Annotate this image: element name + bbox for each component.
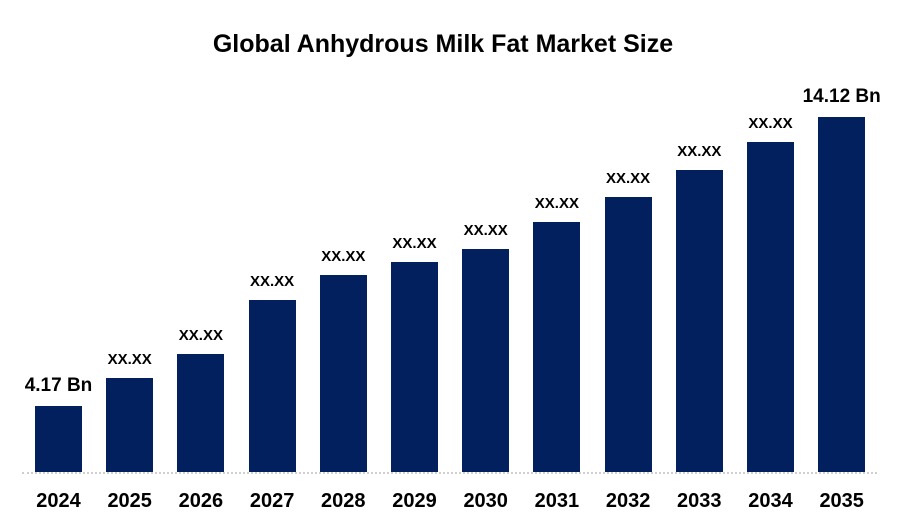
x-tick-2033: 2033 [677,490,722,512]
x-axis-line [22,472,877,474]
x-tick-2027: 2027 [249,490,295,512]
bar-2025 [106,378,154,472]
bar-2024 [35,406,82,472]
x-tick-2031: 2031 [534,490,580,512]
bar-group-2024: 4.17 Bn [25,375,92,472]
x-tick-2024: 2024 [36,490,81,512]
bar-group-2028: XX.XX [319,248,367,472]
bar-group-2026: XX.XX [177,327,225,472]
bar-2035 [818,117,866,472]
bar-2033 [675,170,723,472]
x-tick-2025: 2025 [107,490,152,512]
bar-group-2031: XX.XX [533,195,581,472]
bar-2029 [391,262,438,472]
bar-value-label-2029: XX.XX [392,235,437,252]
chart-title: Global Anhydrous Milk Fat Market Size [212,30,674,58]
bar-2030 [462,249,510,472]
x-tick-2028: 2028 [321,490,366,512]
bar-group-2034: XX.XX [747,115,794,472]
bar-group-2032: XX.XX [604,170,652,472]
x-tick-2026: 2026 [178,490,224,512]
x-tick-2030: 2030 [463,490,508,512]
bar-value-label-2034: XX.XX [748,115,793,132]
x-tick-2035: 2035 [819,490,864,512]
bar-value-label-2025: XX.XX [107,351,152,368]
bar-value-label-2033: XX.XX [677,143,722,160]
bar-2034 [747,142,794,472]
bar-2028 [319,275,367,472]
bar-2031 [533,222,581,472]
bar-group-2033: XX.XX [675,143,723,472]
bar-group-2030: XX.XX [462,222,510,472]
x-tick-2032: 2032 [605,490,651,512]
bar-value-label-2028: XX.XX [321,248,366,265]
bar-value-label-2024: 4.17 Bn [24,375,93,397]
bar-value-label-2026: XX.XX [178,327,223,344]
bar-value-label-2027: XX.XX [250,273,295,290]
bar-group-2035: 14.12 Bn [803,86,881,472]
bar-value-label-2030: XX.XX [463,222,508,239]
bar-value-label-2031: XX.XX [534,195,579,212]
bar-group-2027: XX.XX [248,273,296,472]
bar-group-2025: XX.XX [106,351,154,472]
bar-2027 [248,300,296,472]
bar-2026 [177,354,225,472]
bar-2032 [604,197,652,472]
x-tick-2029: 2029 [392,490,437,512]
bar-value-label-2032: XX.XX [606,170,651,187]
x-tick-2034: 2034 [748,490,793,512]
bar-group-2029: XX.XX [391,235,438,472]
bar-value-label-2035: 14.12 Bn [802,86,881,108]
